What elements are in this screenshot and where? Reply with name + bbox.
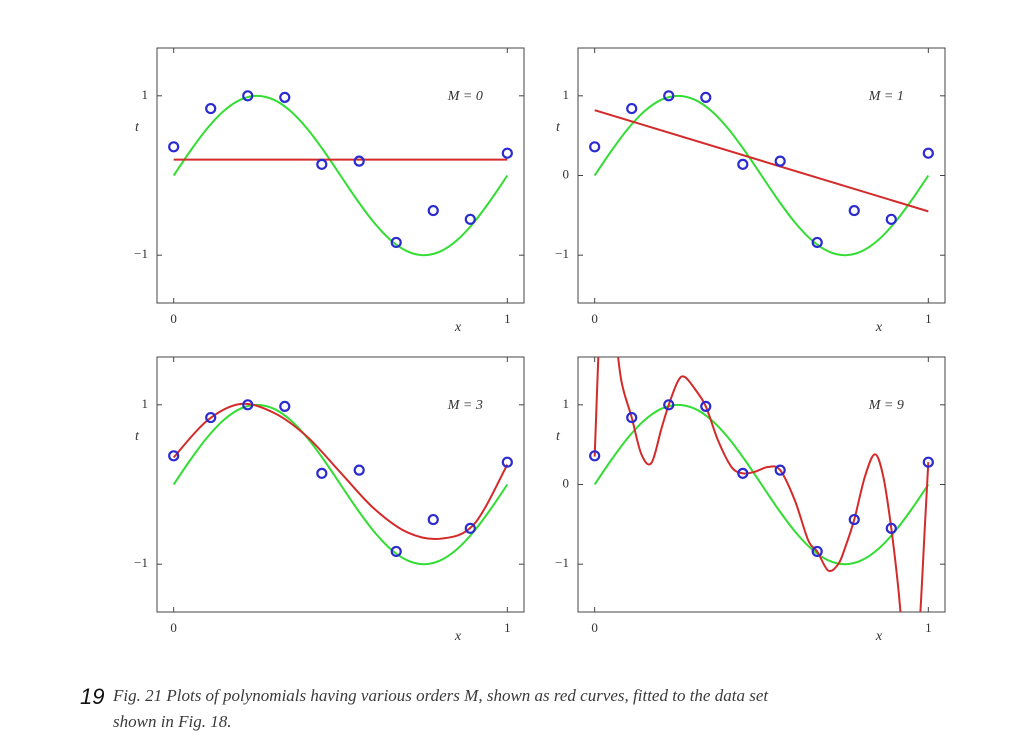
data-point (811, 236, 823, 249)
data-point (737, 467, 749, 479)
x-tick-label: 1 (925, 620, 932, 635)
y-tick-label: −1 (134, 246, 148, 261)
curve (172, 403, 509, 566)
data-point (390, 236, 402, 249)
data-point (663, 399, 675, 411)
y-axis-label: t (556, 120, 561, 135)
data-point (205, 102, 217, 115)
data-point (700, 91, 712, 104)
data-point (242, 90, 254, 102)
annotation: M = 1 (868, 89, 904, 104)
x-axis-label: x (875, 629, 883, 644)
curve (593, 357, 930, 612)
data-point (811, 545, 823, 558)
curve (172, 94, 509, 257)
data-point (168, 141, 180, 153)
data-point (589, 450, 601, 462)
data-point (922, 147, 934, 159)
x-tick-label: 0 (170, 311, 177, 326)
annotation: M = 9 (868, 398, 904, 413)
data-point (464, 213, 476, 225)
data-point (242, 399, 254, 411)
y-tick-label: 1 (563, 396, 570, 411)
plot-area (593, 357, 930, 612)
data-point (279, 91, 291, 104)
data-point (848, 204, 860, 217)
y-tick-label: 1 (563, 87, 570, 102)
curve (172, 402, 509, 541)
x-axis-label: x (875, 320, 883, 335)
data-point (848, 513, 860, 526)
plot-area (172, 402, 509, 566)
data-point (589, 141, 601, 153)
data-point (353, 155, 365, 167)
data-point (626, 102, 638, 115)
y-tick-label: −1 (555, 555, 569, 570)
data-point (922, 456, 934, 468)
data-point (427, 513, 439, 526)
y-tick-label: 1 (142, 396, 149, 411)
y-tick-label: 1 (142, 87, 149, 102)
y-axis-label: t (556, 429, 561, 444)
data-point (205, 411, 217, 424)
data-point (501, 456, 513, 468)
data-point (663, 90, 675, 102)
data-point (737, 158, 749, 170)
curve (593, 403, 930, 566)
plot-area (593, 94, 930, 257)
axes-box (156, 47, 525, 304)
curve (594, 109, 929, 213)
x-tick-label: 1 (504, 311, 511, 326)
annotation: M = 0 (447, 89, 483, 104)
data-point (316, 467, 328, 479)
x-tick-label: 0 (170, 620, 177, 635)
data-point (390, 545, 402, 558)
x-tick-label: 1 (925, 311, 932, 326)
caption-line: Fig. 21 Plots of polynomials having vari… (112, 686, 769, 705)
y-axis-label: t (135, 429, 140, 444)
y-tick-label: 0 (563, 475, 570, 490)
caption-line: shown in Fig. 18. (113, 712, 232, 731)
data-point (279, 400, 291, 413)
x-tick-label: 0 (591, 311, 598, 326)
x-axis-label: x (454, 629, 462, 644)
axes-box (156, 356, 525, 613)
annotation: M = 3 (447, 398, 483, 413)
data-point (464, 522, 476, 534)
y-tick-label: −1 (555, 246, 569, 261)
data-point (885, 522, 897, 534)
data-point (501, 147, 513, 159)
data-point (353, 464, 365, 476)
data-point (316, 158, 328, 170)
data-point (774, 155, 786, 167)
data-point (885, 213, 897, 225)
data-point (774, 464, 786, 476)
y-tick-label: 0 (563, 166, 570, 181)
data-point (427, 204, 439, 217)
data-point (168, 450, 180, 462)
curve (593, 94, 930, 257)
data-point (700, 400, 712, 413)
y-axis-label: t (135, 120, 140, 135)
x-tick-label: 0 (591, 620, 598, 635)
figure-number: 19 (80, 684, 104, 709)
y-tick-label: −1 (134, 555, 148, 570)
plot-area (172, 94, 509, 257)
x-axis-label: x (454, 320, 462, 335)
data-point (626, 411, 638, 424)
x-tick-label: 1 (504, 620, 511, 635)
